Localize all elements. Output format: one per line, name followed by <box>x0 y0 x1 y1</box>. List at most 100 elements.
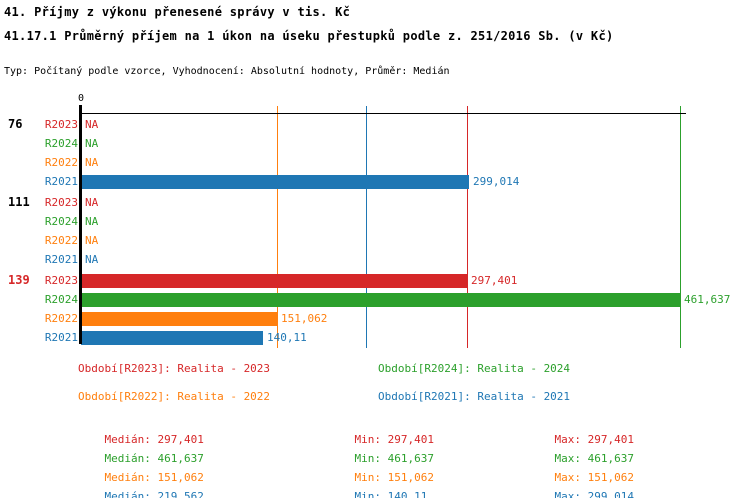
value-label: NA <box>85 234 99 247</box>
x-axis-zero-tick: 0 <box>77 93 85 104</box>
stat-min-r2023: Min: 297,401 <box>328 411 434 468</box>
chart-row: R2022 NA <box>0 153 750 172</box>
stat-max-r2021: Max: 299,014 <box>528 468 634 498</box>
legend-item-r2024: Období[R2024]: Realita - 2024 <box>378 362 571 375</box>
stat-max-r2022: Max: 151,062 <box>528 449 634 498</box>
legend-item-r2022: Období[R2022]: Realita - 2022 <box>78 390 271 403</box>
chart-row: R2021 140,11 <box>0 328 750 347</box>
stat-value: 297,401 <box>387 433 434 446</box>
chart-row: 76 R2023 NA <box>0 115 750 134</box>
stat-min-r2024: Min: 461,637 <box>328 430 434 487</box>
value-label: 297,401 <box>471 274 518 287</box>
stat-max-r2023: Max: 297,401 <box>528 411 634 468</box>
bar-r2021 <box>81 330 263 345</box>
stat-value: 299,014 <box>587 490 634 498</box>
stat-label: Medián: <box>104 452 151 465</box>
series-label: R2023 <box>44 274 78 287</box>
stat-value: 461,637 <box>157 452 204 465</box>
bar-r2024 <box>81 292 680 307</box>
chart-row: R2022 NA <box>0 231 750 250</box>
stat-label: Medián: <box>104 471 151 484</box>
chart-row: R2021 NA <box>0 250 750 269</box>
x-axis-line <box>81 113 686 114</box>
chart-meta-line: Typ: Počítaný podle vzorce, Vyhodnocení:… <box>4 66 450 77</box>
group-label-76: 76 <box>8 117 23 131</box>
series-label: R2023 <box>44 196 78 209</box>
stat-label: Medián: <box>104 490 151 498</box>
bar-cell: NA <box>81 153 98 172</box>
series-label: R2021 <box>44 175 78 188</box>
bar-cell: NA <box>81 115 98 134</box>
stat-label: Max: <box>554 471 582 484</box>
value-label: NA <box>85 196 99 209</box>
stat-label: Max: <box>554 452 582 465</box>
stat-value: 461,637 <box>387 452 434 465</box>
series-label: R2022 <box>44 234 78 247</box>
series-label: R2022 <box>44 156 78 169</box>
series-label: R2024 <box>44 137 78 150</box>
value-label: NA <box>85 215 99 228</box>
bar-r2021 <box>81 174 469 189</box>
bar-cell: NA <box>81 231 98 250</box>
value-label: NA <box>85 156 99 169</box>
series-label: R2021 <box>44 331 78 344</box>
stat-label: Medián: <box>104 433 151 446</box>
chart-row: 139 R2023 297,401 <box>0 271 750 290</box>
stat-value: 151,062 <box>157 471 204 484</box>
stat-value: 151,062 <box>387 471 434 484</box>
series-label: R2023 <box>44 118 78 131</box>
bar-r2023 <box>81 273 467 288</box>
value-label: 461,637 <box>684 293 731 306</box>
stat-label: Min: <box>354 471 382 484</box>
legend-item-r2021: Období[R2021]: Realita - 2021 <box>378 390 571 403</box>
stat-median-r2022: Medián: 151,062 <box>78 449 204 498</box>
series-label: R2021 <box>44 253 78 266</box>
stat-median-r2021: Medián: 219,562 <box>78 468 204 498</box>
bar-r2022 <box>81 311 277 326</box>
median-line-r2023 <box>467 106 468 348</box>
stat-label: Min: <box>354 490 382 498</box>
bar-cell: NA <box>81 134 98 153</box>
stat-value: 219,562 <box>157 490 204 498</box>
bar-cell: NA <box>81 250 98 269</box>
stat-median-r2023: Medián: 297,401 <box>78 411 204 468</box>
stat-label: Max: <box>554 433 582 446</box>
value-label: NA <box>85 253 99 266</box>
series-label: R2022 <box>44 312 78 325</box>
value-label: 140,11 <box>267 331 307 344</box>
legend-item-r2023: Období[R2023]: Realita - 2023 <box>78 362 271 375</box>
chart-row: 111 R2023 NA <box>0 193 750 212</box>
stat-label: Min: <box>354 433 382 446</box>
bar-cell: NA <box>81 212 98 231</box>
stat-median-r2024: Medián: 461,637 <box>78 430 204 487</box>
median-line-r2022 <box>277 106 278 348</box>
chart-row: R2024 NA <box>0 212 750 231</box>
stat-value: 461,637 <box>587 452 634 465</box>
value-label: 151,062 <box>281 312 328 325</box>
stat-label: Min: <box>354 452 382 465</box>
value-label: NA <box>85 118 99 131</box>
stat-min-r2021: Min: 140,11 <box>328 468 428 498</box>
stat-label: Max: <box>554 490 582 498</box>
bar-cell: 299,014 <box>81 172 519 191</box>
group-label-139-highlighted: 139 <box>8 273 30 287</box>
chart-row: R2021 299,014 <box>0 172 750 191</box>
bar-cell: 461,637 <box>81 290 730 309</box>
median-line-r2021 <box>366 106 367 348</box>
stat-value: 151,062 <box>587 471 634 484</box>
chart-row: R2024 NA <box>0 134 750 153</box>
chart-title: 41. Příjmy z výkonu přenesené správy v t… <box>4 5 351 19</box>
chart-row: R2022 151,062 <box>0 309 750 328</box>
y-axis-line <box>79 105 82 344</box>
chart-row: R2024 461,637 <box>0 290 750 309</box>
bar-cell: NA <box>81 193 98 212</box>
stat-value: 297,401 <box>587 433 634 446</box>
value-label: 299,014 <box>473 175 520 188</box>
series-label: R2024 <box>44 293 78 306</box>
median-line-r2024 <box>680 106 681 348</box>
stat-value: 297,401 <box>157 433 204 446</box>
chart-subtitle: 41.17.1 Průměrný příjem na 1 úkon na úse… <box>4 29 614 43</box>
bar-cell: 140,11 <box>81 328 307 347</box>
value-label: NA <box>85 137 99 150</box>
